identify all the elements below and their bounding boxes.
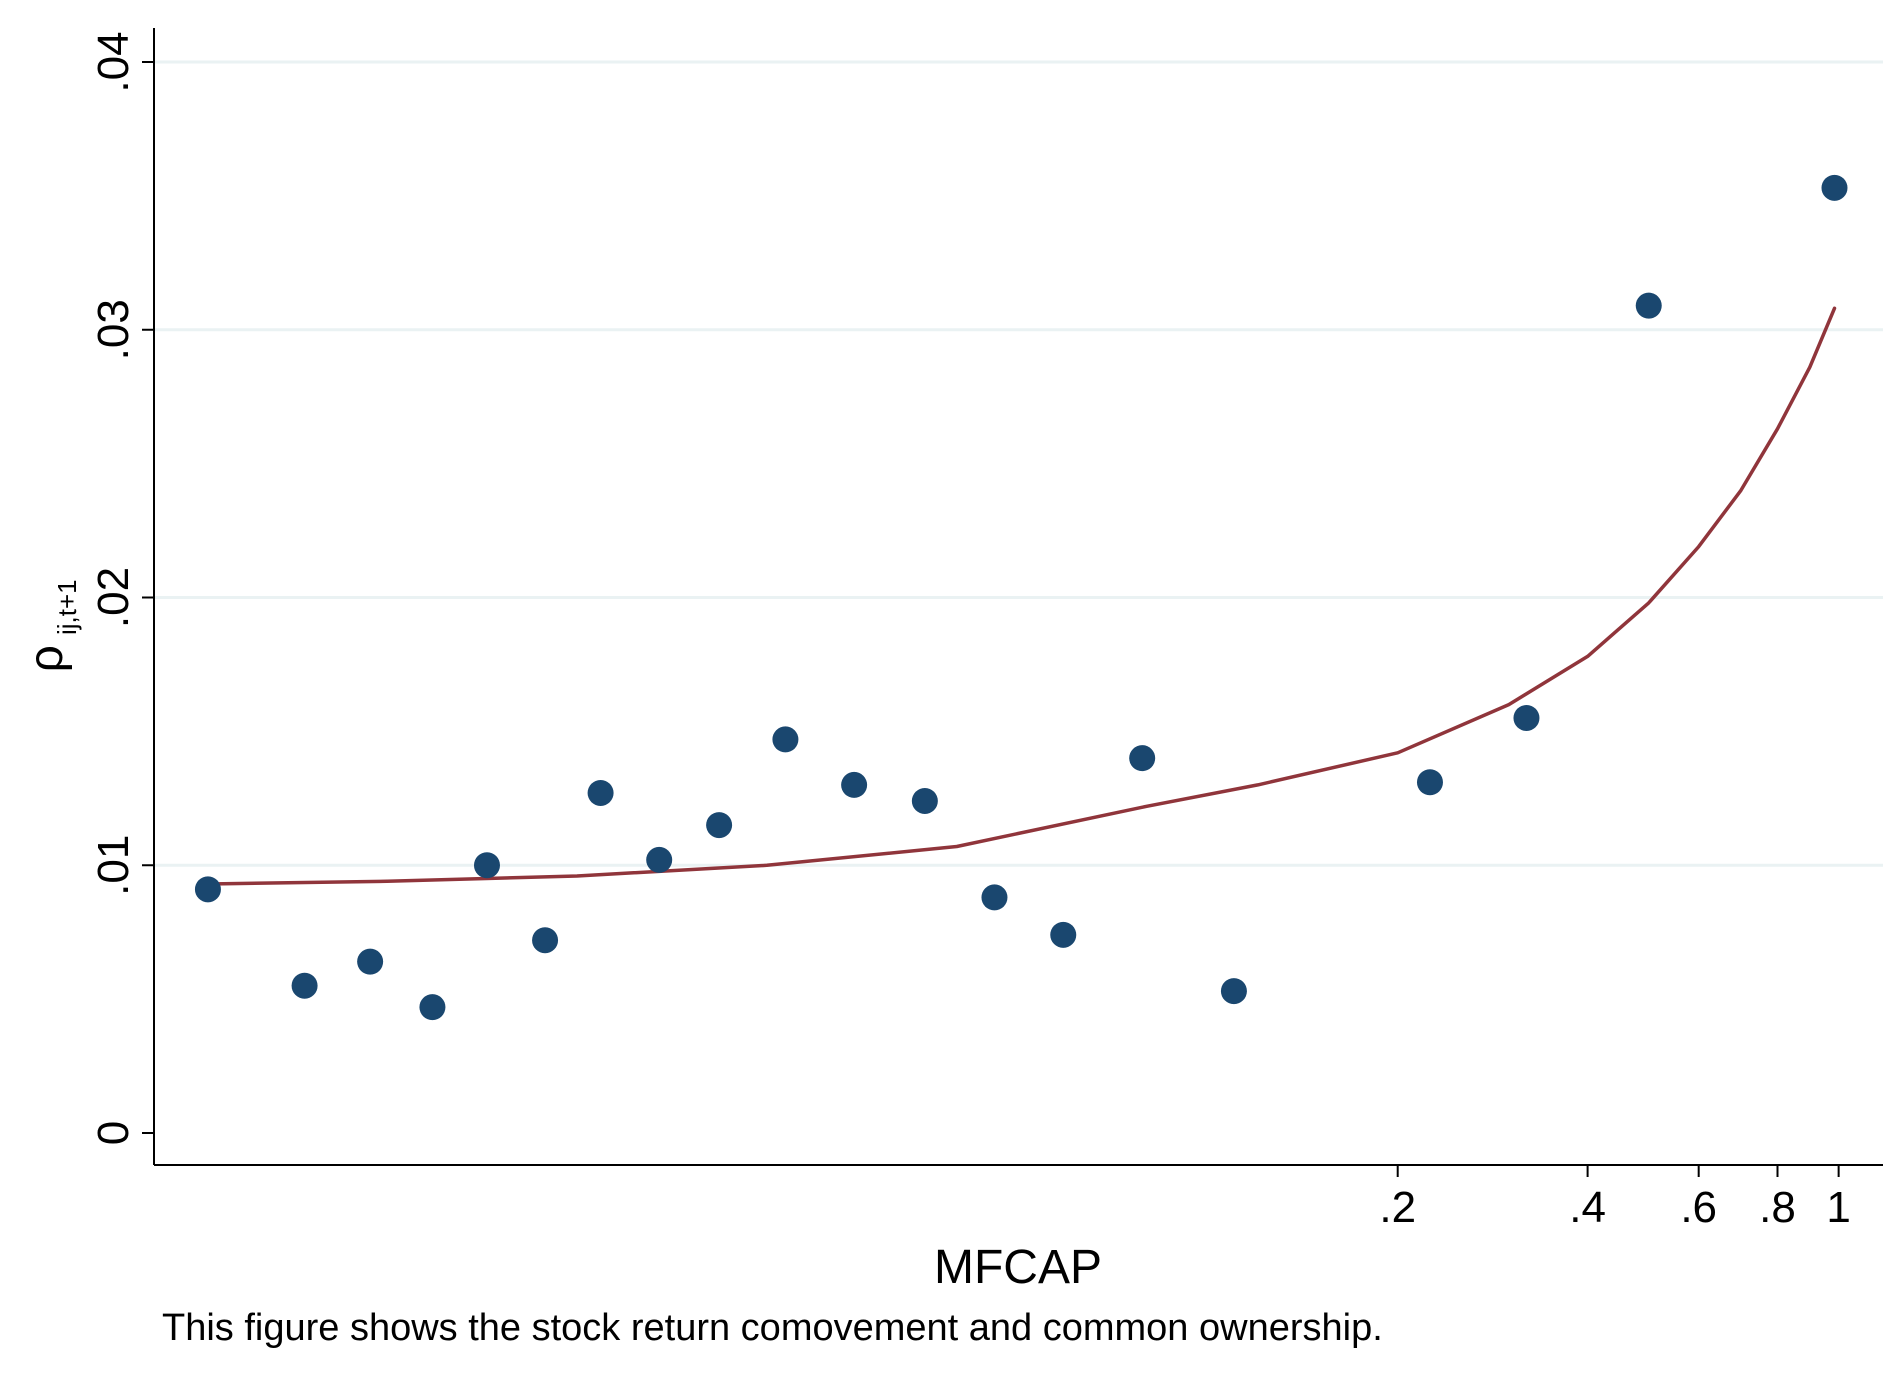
- scatter-point: [1129, 745, 1156, 772]
- x-tick-label: .6: [1680, 1183, 1717, 1232]
- y-axis-title-symbol: ρ: [20, 645, 73, 672]
- scatter-point: [706, 812, 733, 839]
- y-axis-title: ρ ij,t+1: [20, 579, 82, 672]
- scatter-point: [1513, 704, 1540, 731]
- x-tick-label: 1: [1826, 1183, 1850, 1232]
- y-tick-label: .04: [89, 31, 138, 92]
- y-tick-label: 0: [89, 1121, 138, 1145]
- y-axis-title-subscript: ij,t+1: [52, 579, 82, 635]
- scatter-point: [646, 846, 673, 873]
- y-tick-label: .01: [89, 835, 138, 896]
- scatter-point: [911, 787, 938, 814]
- x-axis-title: MFCAP: [934, 1241, 1102, 1294]
- scatter-point: [1220, 978, 1247, 1005]
- tick-labels: 0 .01 .02 .03 .04 .2 .4 .6 .8 1: [89, 31, 1851, 1232]
- scatter-point: [357, 948, 384, 975]
- y-tick-label: .03: [89, 299, 138, 360]
- scatter-point: [532, 927, 559, 954]
- fit-line-group: [206, 306, 1837, 886]
- fit-line: [206, 306, 1837, 886]
- scatter-point: [841, 771, 868, 798]
- scatter-point: [772, 726, 799, 753]
- scatter-point: [419, 994, 446, 1021]
- x-tick-label: .2: [1379, 1183, 1416, 1232]
- scatter-point: [1821, 174, 1848, 201]
- scatter-point: [981, 884, 1008, 911]
- x-tick-label: .4: [1569, 1183, 1606, 1232]
- scatter-points: [194, 174, 1848, 1021]
- scatter-point: [1416, 769, 1443, 796]
- scatter-point: [1050, 921, 1077, 948]
- y-tick-label: .02: [89, 567, 138, 628]
- x-tick-label: .8: [1759, 1183, 1796, 1232]
- scatter-point: [1635, 292, 1662, 319]
- grid-lines: [154, 60, 1883, 867]
- figure-caption: This figure shows the stock return comov…: [162, 1307, 1383, 1349]
- scatter-point: [291, 972, 318, 999]
- scatter-point: [194, 876, 221, 903]
- scatter-point: [587, 779, 614, 806]
- axes: [142, 28, 1883, 1177]
- scatter-point: [473, 852, 500, 879]
